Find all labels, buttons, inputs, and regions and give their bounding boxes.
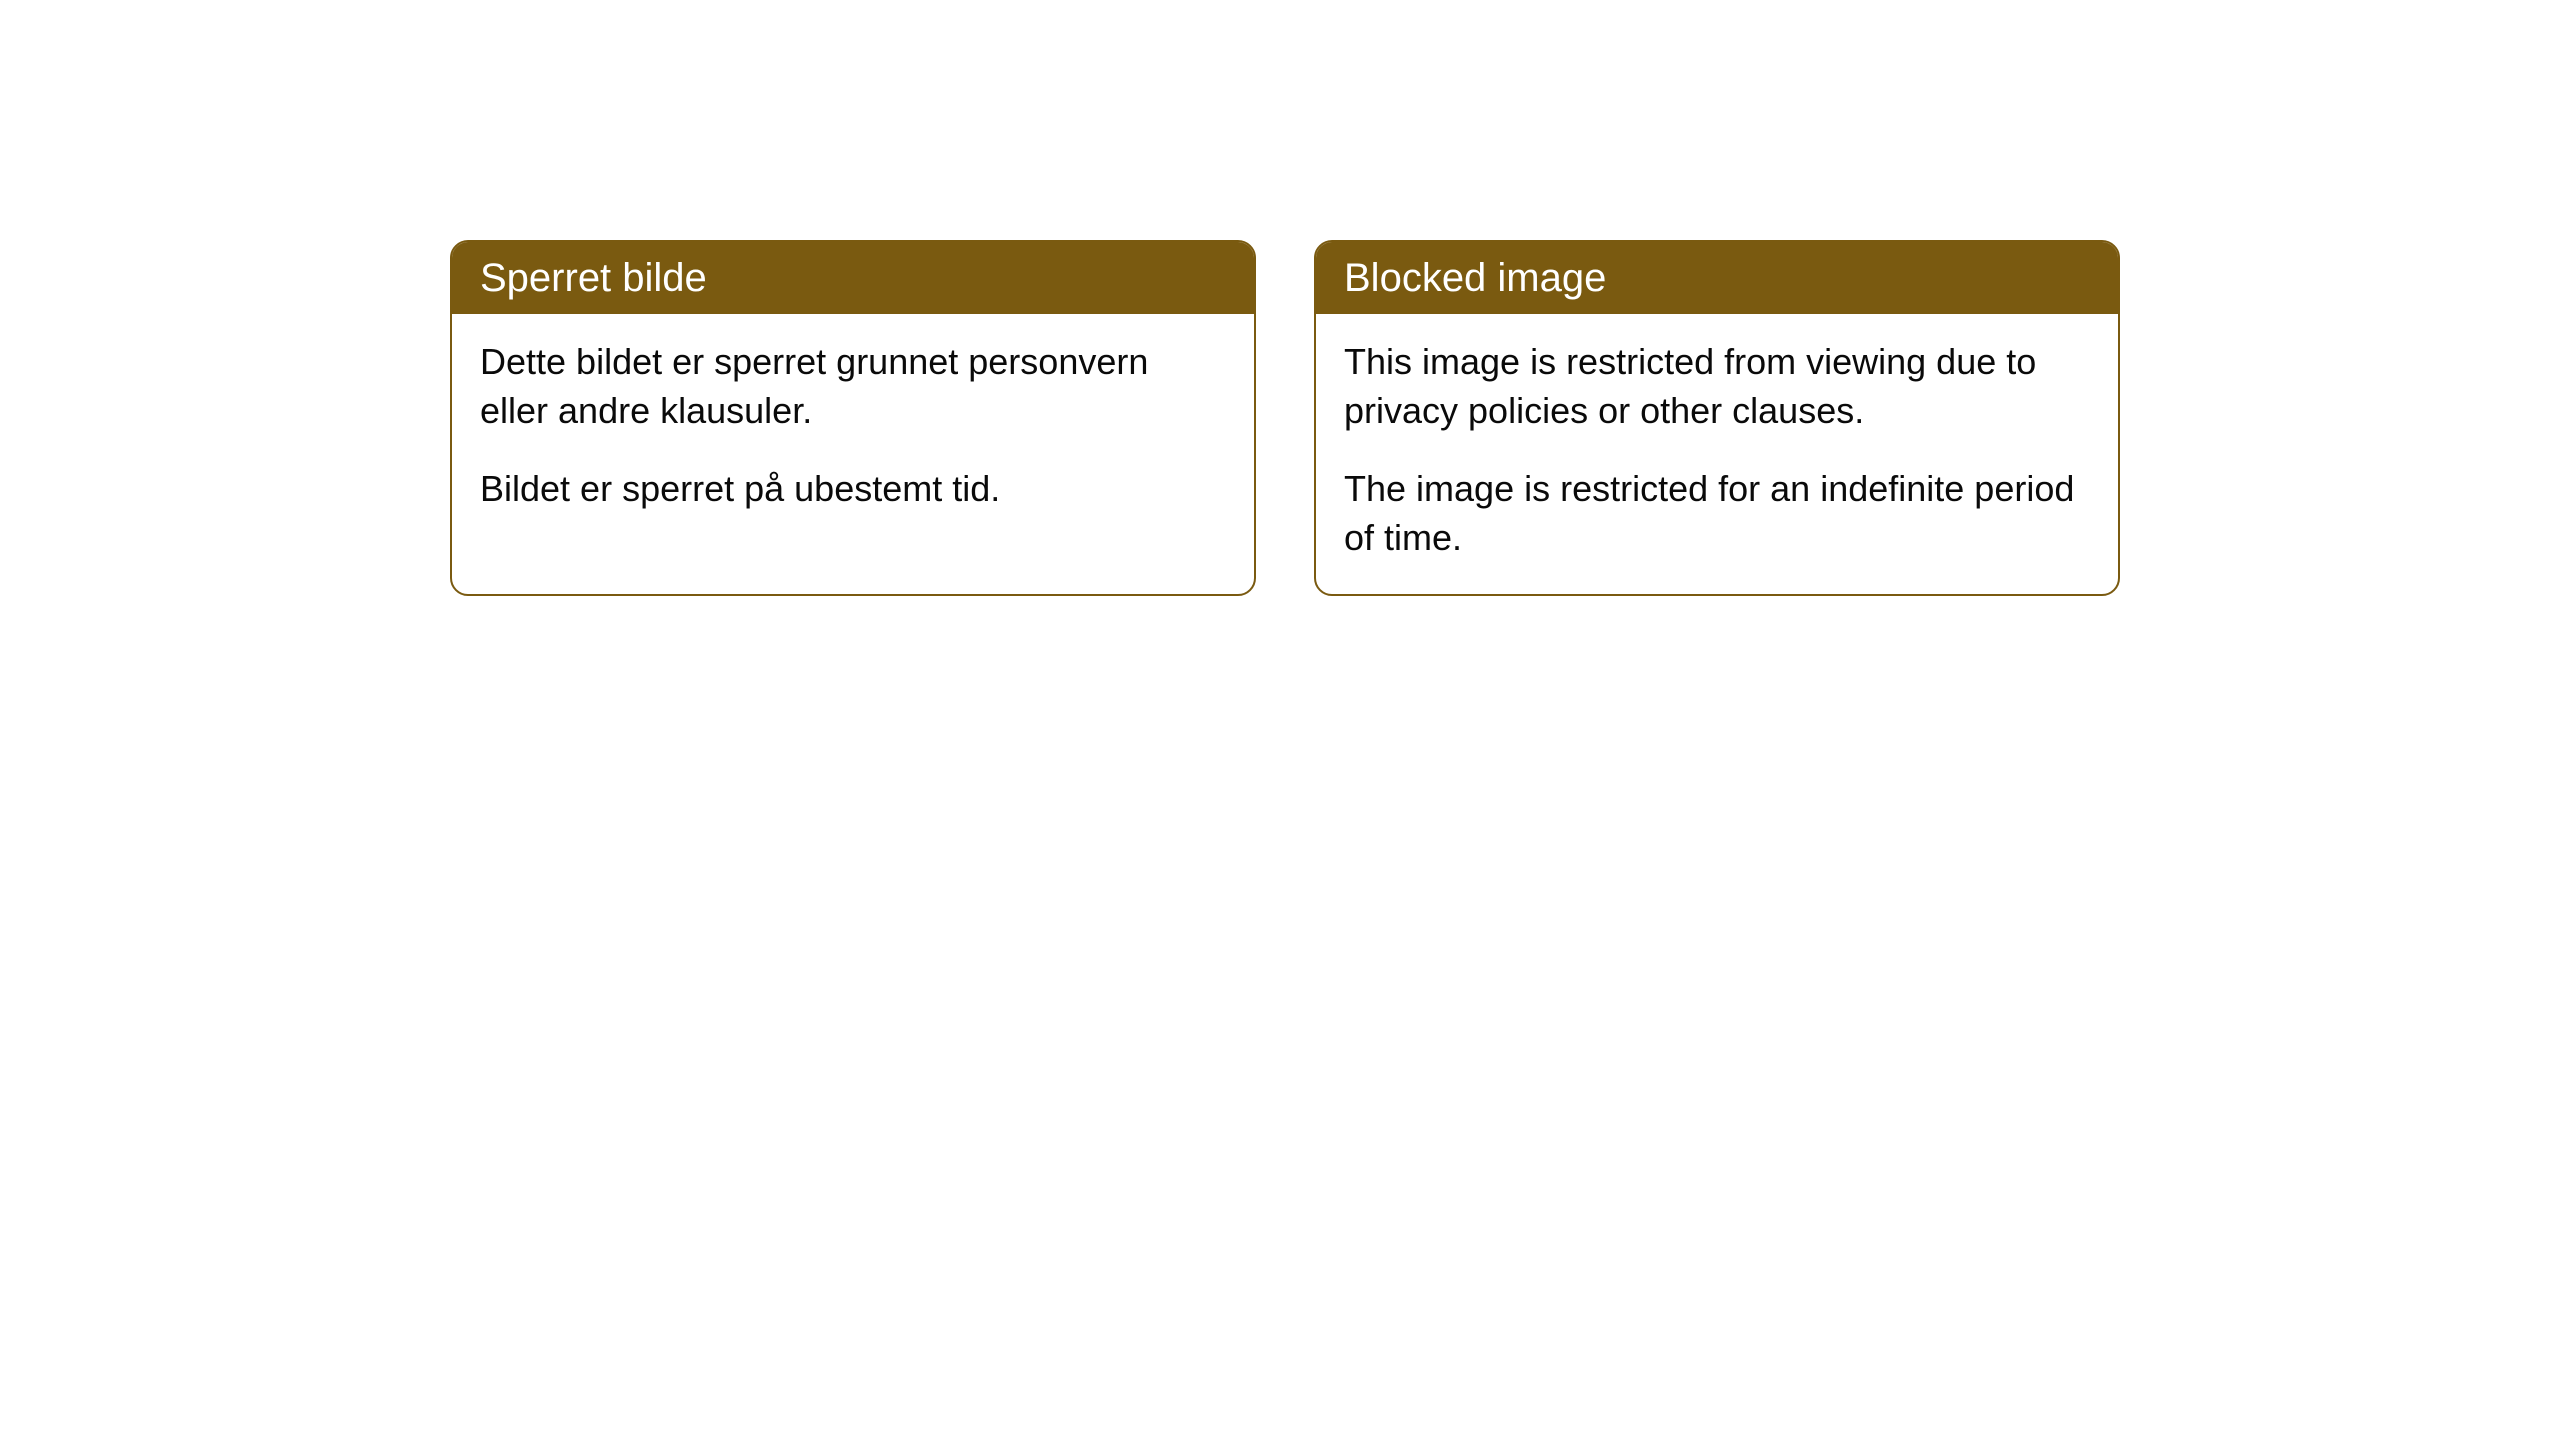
blocked-image-card-no: Sperret bilde Dette bildet er sperret gr… — [450, 240, 1256, 596]
card-paragraph: This image is restricted from viewing du… — [1344, 338, 2090, 435]
card-body: Dette bildet er sperret grunnet personve… — [452, 314, 1254, 546]
card-header: Sperret bilde — [452, 242, 1254, 314]
card-paragraph: Bildet er sperret på ubestemt tid. — [480, 465, 1226, 514]
card-paragraph: Dette bildet er sperret grunnet personve… — [480, 338, 1226, 435]
card-header: Blocked image — [1316, 242, 2118, 314]
card-paragraph: The image is restricted for an indefinit… — [1344, 465, 2090, 562]
card-body: This image is restricted from viewing du… — [1316, 314, 2118, 594]
blocked-image-card-en: Blocked image This image is restricted f… — [1314, 240, 2120, 596]
notice-cards-container: Sperret bilde Dette bildet er sperret gr… — [450, 240, 2120, 596]
